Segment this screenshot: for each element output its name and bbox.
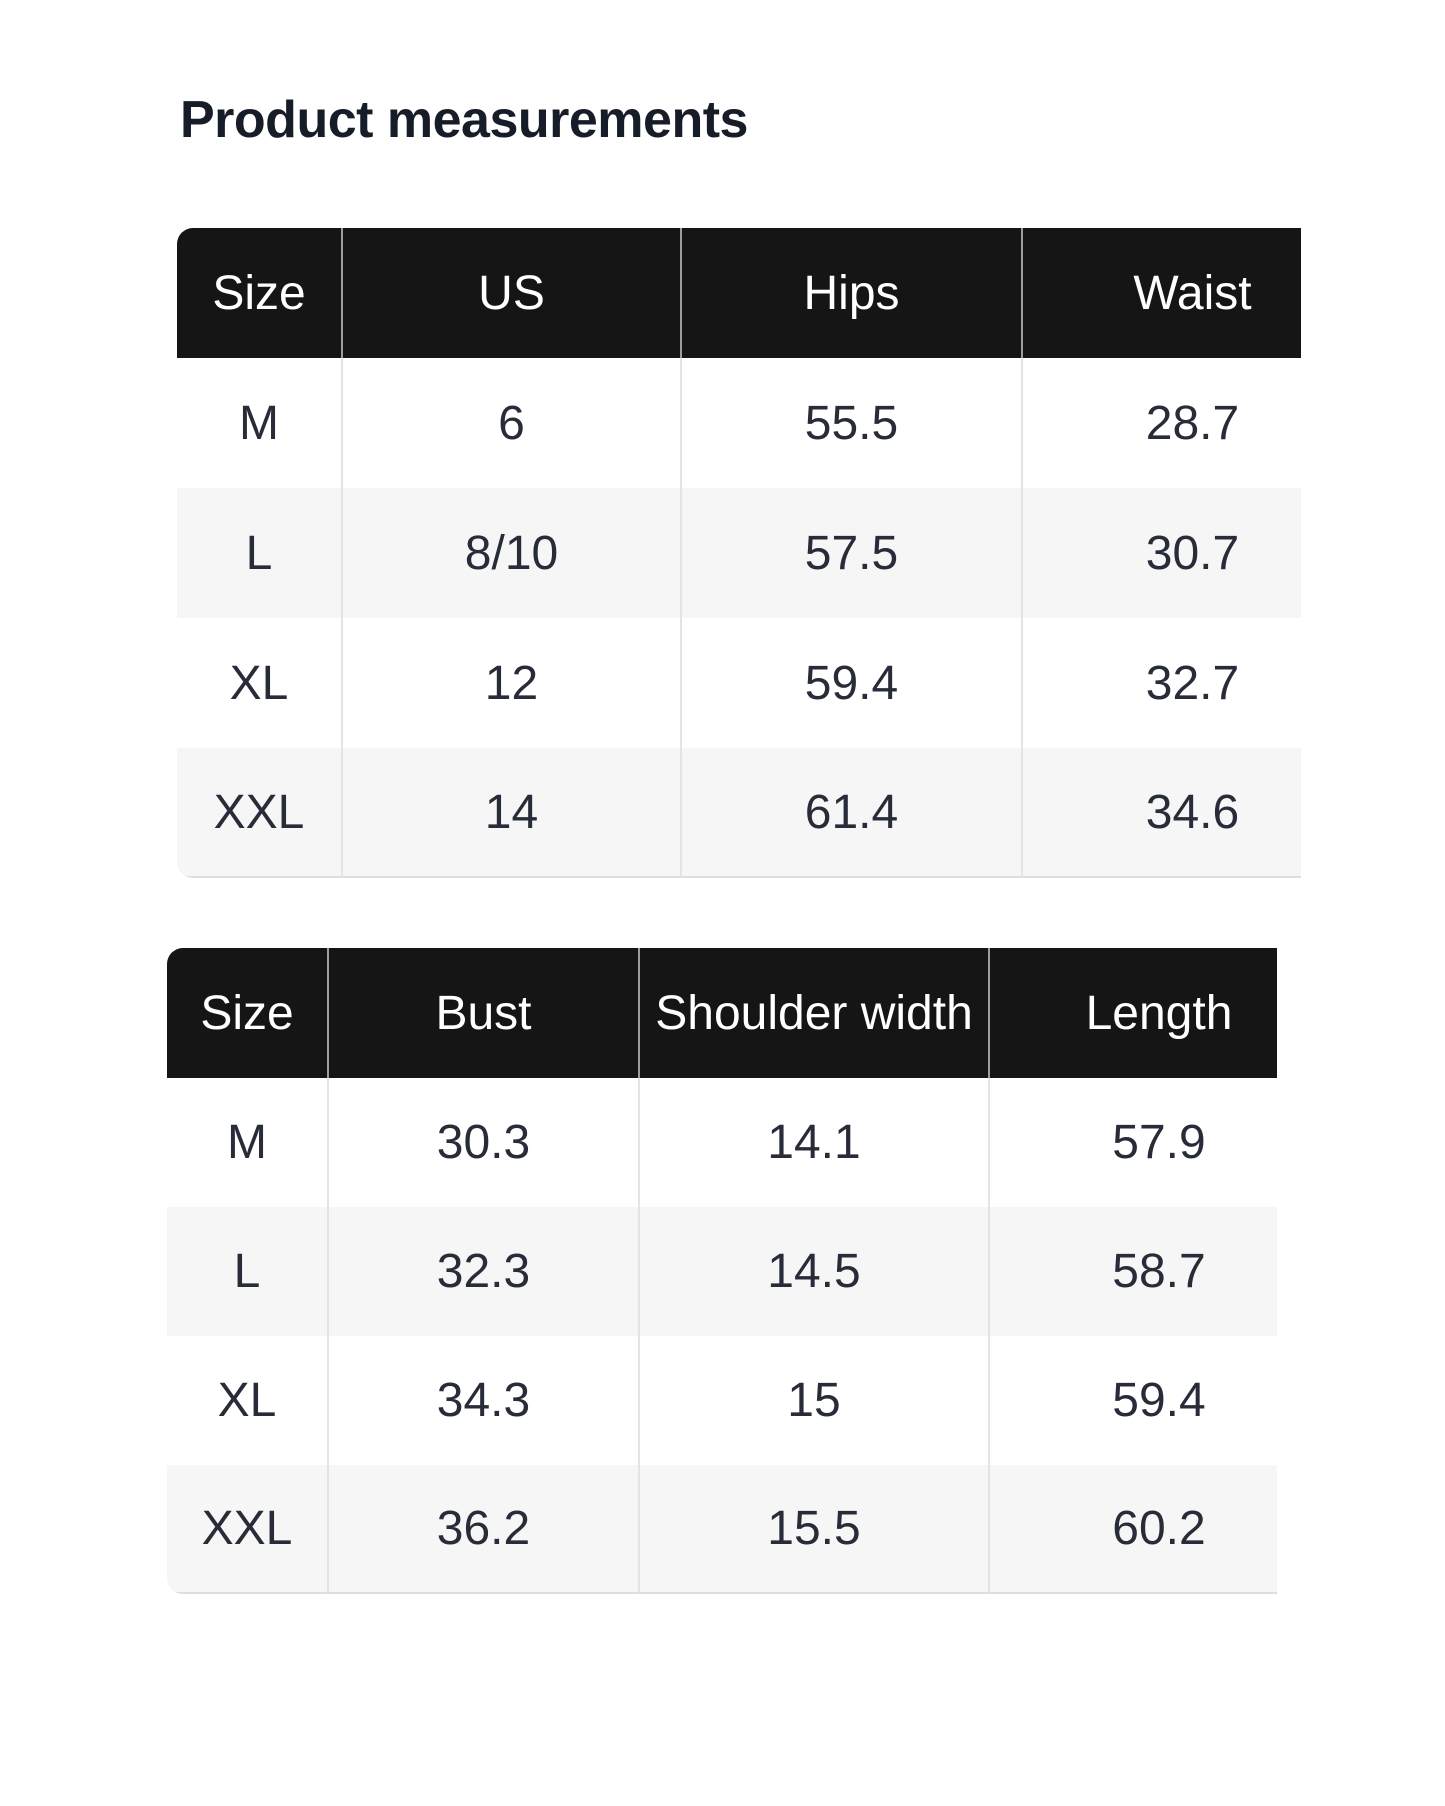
size-cell: XXL bbox=[177, 748, 341, 878]
measurement-table-scroll-area-1[interactable]: Size US Hips Waist M 6 55.5 28.7 L 8/10 57.5 30.7 XL… bbox=[177, 228, 1301, 878]
header-cell: Shoulder width bbox=[638, 948, 988, 1078]
value-cell: 57.9 bbox=[988, 1078, 1277, 1207]
value-cell: 30.7 bbox=[1021, 488, 1301, 618]
value-cell: 32.3 bbox=[327, 1207, 638, 1336]
size-cell: XL bbox=[177, 618, 341, 748]
value-cell: 59.4 bbox=[680, 618, 1021, 748]
value-cell: 8/10 bbox=[341, 488, 680, 618]
table-row: XXL 36.2 15.5 60.2 bbox=[167, 1465, 1277, 1594]
table-row: XL 12 59.4 32.7 bbox=[177, 618, 1301, 748]
size-cell: M bbox=[177, 358, 341, 488]
value-cell: 61.4 bbox=[680, 748, 1021, 878]
header-row: Size US Hips Waist bbox=[177, 228, 1301, 358]
value-cell: 30.3 bbox=[327, 1078, 638, 1207]
value-cell: 28.7 bbox=[1021, 358, 1301, 488]
value-cell: 6 bbox=[341, 358, 680, 488]
size-cell: L bbox=[167, 1207, 327, 1336]
table-row: XL 34.3 15 59.4 bbox=[167, 1336, 1277, 1465]
value-cell: 34.3 bbox=[327, 1336, 638, 1465]
size-cell: L bbox=[177, 488, 341, 618]
table-row: M 30.3 14.1 57.9 bbox=[167, 1078, 1277, 1207]
header-cell: Bust bbox=[327, 948, 638, 1078]
size-cell: M bbox=[167, 1078, 327, 1207]
value-cell: 14 bbox=[341, 748, 680, 878]
header-cell: Size bbox=[167, 948, 327, 1078]
size-chart-top: Size Bust Shoulder width Length M 30.3 14.1 57.… bbox=[167, 948, 1277, 1594]
size-cell: XL bbox=[167, 1336, 327, 1465]
value-cell: 55.5 bbox=[680, 358, 1021, 488]
header-cell: Waist bbox=[1021, 228, 1301, 358]
table-row: L 32.3 14.5 58.7 bbox=[167, 1207, 1277, 1336]
value-cell: 57.5 bbox=[680, 488, 1021, 618]
page-title: Product measurements bbox=[180, 91, 748, 149]
value-cell: 14.5 bbox=[638, 1207, 988, 1336]
measurement-table-scroll-area-2[interactable]: Size Bust Shoulder width Length M 30.3 14.1 57.… bbox=[167, 948, 1277, 1594]
header-cell: US bbox=[341, 228, 680, 358]
header-cell: Size bbox=[177, 228, 341, 358]
header-cell: Length bbox=[988, 948, 1277, 1078]
value-cell: 58.7 bbox=[988, 1207, 1277, 1336]
size-chart-bottom: Size US Hips Waist M 6 55.5 28.7 L 8/10 57.5 30.7 XL… bbox=[177, 228, 1301, 878]
table-row: L 8/10 57.5 30.7 bbox=[177, 488, 1301, 618]
table-row: XXL 14 61.4 34.6 bbox=[177, 748, 1301, 878]
value-cell: 32.7 bbox=[1021, 618, 1301, 748]
header-cell: Hips bbox=[680, 228, 1021, 358]
value-cell: 15 bbox=[638, 1336, 988, 1465]
value-cell: 34.6 bbox=[1021, 748, 1301, 878]
value-cell: 14.1 bbox=[638, 1078, 988, 1207]
value-cell: 15.5 bbox=[638, 1465, 988, 1594]
value-cell: 36.2 bbox=[327, 1465, 638, 1594]
header-row: Size Bust Shoulder width Length bbox=[167, 948, 1277, 1078]
table-row: M 6 55.5 28.7 bbox=[177, 358, 1301, 488]
value-cell: 59.4 bbox=[988, 1336, 1277, 1465]
value-cell: 60.2 bbox=[988, 1465, 1277, 1594]
size-cell: XXL bbox=[167, 1465, 327, 1594]
value-cell: 12 bbox=[341, 618, 680, 748]
